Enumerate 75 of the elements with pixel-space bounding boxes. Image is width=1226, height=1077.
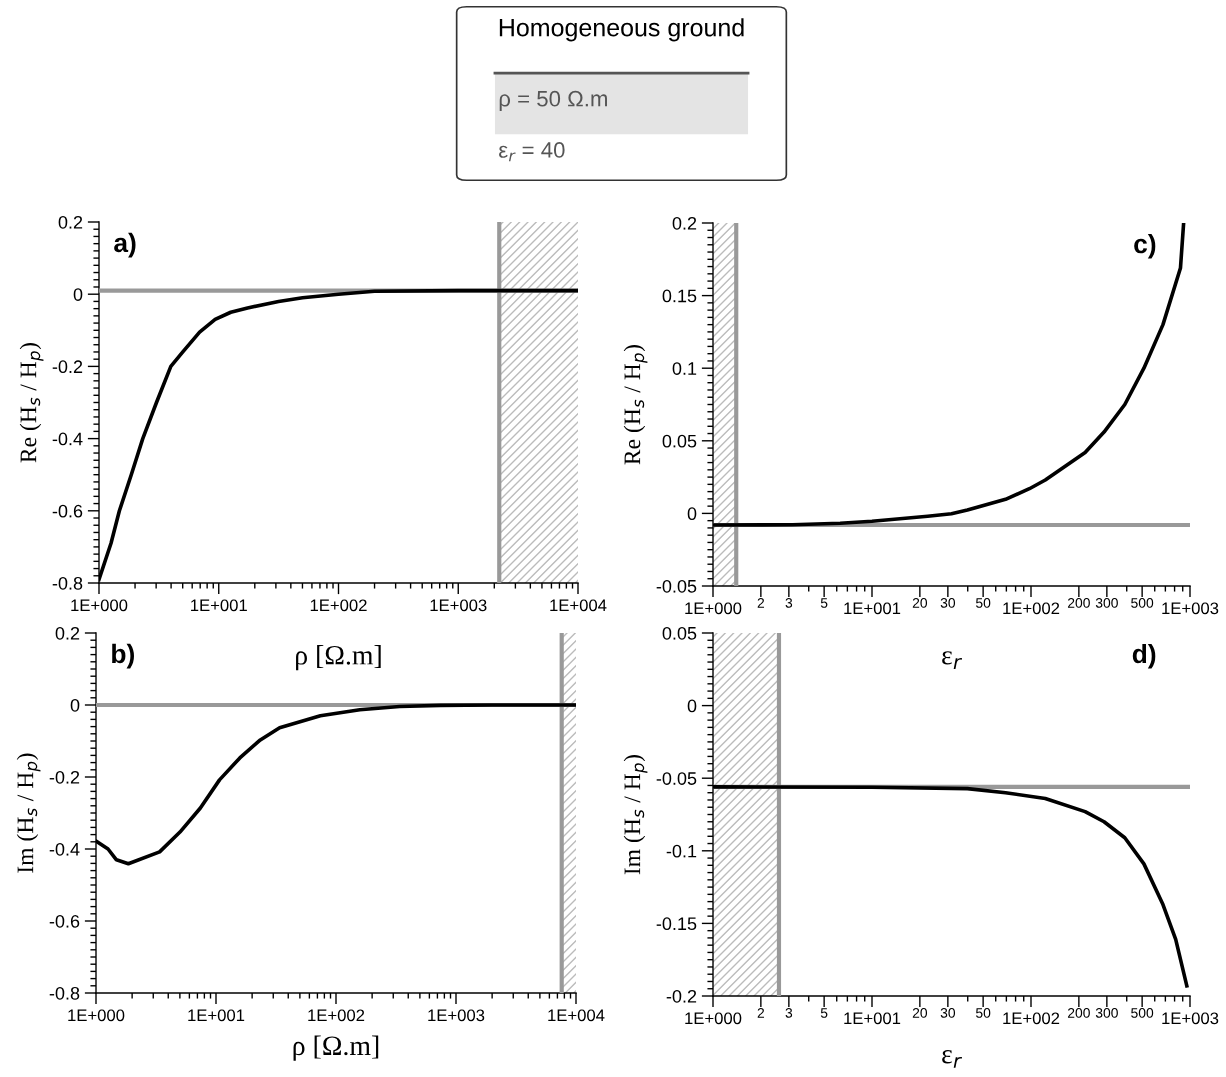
x-tick-label: 1E+003 (430, 599, 487, 612)
x-tick-label: 1E+003 (428, 1009, 485, 1022)
x-tick-label: 500 (1131, 597, 1154, 608)
x-tick-label: 300 (1095, 1007, 1118, 1018)
x-tick-label: 1E+002 (1003, 602, 1060, 615)
text: ρ = 50 Ω.m (499, 90, 607, 111)
y-tick-label: 0 (687, 699, 697, 713)
y-tick-label: -0.2 (666, 989, 697, 1003)
x-tick-label: 3 (785, 1007, 793, 1018)
y-tick-label: 0 (73, 288, 83, 301)
y-axis-title: Im (H$_{s}$ / H$_{p}$) (623, 755, 648, 875)
x-tick-label: 1E+004 (548, 1009, 605, 1022)
y-tick-label: -0.4 (52, 432, 83, 446)
x-tick-label: 200 (1067, 1007, 1090, 1018)
y-tick-label: -0.2 (49, 770, 80, 784)
y-tick-label: 0.15 (662, 289, 697, 303)
x-axis-title: ρ [Ω.m] (296, 645, 381, 671)
y-tick-label: -0.8 (52, 576, 83, 590)
y-tick-label: -0.6 (52, 504, 83, 518)
x-tick-label: 20 (912, 597, 928, 608)
x-tick-label: 3 (785, 597, 793, 608)
text: ε$_{r}$ = 40 (499, 142, 565, 162)
y-tick-label: -0.1 (666, 844, 697, 858)
x-tick-label: 300 (1095, 597, 1118, 608)
x-tick-label: 1E+001 (844, 602, 901, 615)
y-tick-label: -0.4 (49, 842, 80, 856)
x-tick-label: 1E+000 (685, 1012, 742, 1025)
x-tick-label: 2 (757, 597, 765, 608)
x-tick-label: 30 (940, 597, 956, 608)
x-tick-label: 1E+002 (308, 1009, 365, 1022)
y-tick-label: -0.6 (49, 914, 80, 928)
annotation: d) (1132, 643, 1156, 669)
annotation: c) (1134, 233, 1156, 259)
x-tick-label: 1E+003 (1162, 602, 1219, 615)
x-tick-label: 50 (975, 1007, 991, 1018)
y-tick-label: 0.2 (55, 626, 80, 640)
x-tick-label: 5 (820, 1008, 828, 1018)
x-axis-title: ρ [Ω.m] (293, 1035, 379, 1061)
x-tick-label: 1E+000 (71, 599, 128, 612)
y-axis-title: Re (H$_{s}$ / H$_{p}$) (623, 345, 648, 465)
x-tick-label: 1E+001 (191, 599, 247, 612)
y-axis-title: Re (H$_{s}$ / H$_{p}$) (19, 343, 44, 463)
x-tick-label: 1E+003 (1162, 1012, 1219, 1025)
x-tick-label: 200 (1067, 597, 1090, 608)
x-axis-title: ε$_{r}$ (942, 651, 963, 669)
y-tick-label: -0.15 (656, 917, 697, 931)
y-tick-label: 0.2 (672, 216, 697, 230)
annotation: a) (114, 232, 136, 258)
y-axis-title: Im (H$_{s}$ / H$_{p}$) (16, 753, 41, 873)
y-tick-label: -0.05 (656, 772, 697, 785)
x-tick-label: 2 (757, 1007, 765, 1018)
x-tick-label: 20 (912, 1007, 928, 1018)
y-tick-label: -0.8 (49, 986, 80, 1000)
x-tick-label: 1E+002 (310, 599, 367, 612)
y-tick-label: -0.05 (656, 579, 697, 593)
x-tick-label: 500 (1131, 1007, 1154, 1018)
x-tick-label: 1E+001 (188, 1009, 245, 1022)
x-tick-label: 1E+000 (685, 602, 742, 615)
x-tick-label: 30 (940, 1007, 956, 1018)
y-tick-label: 0.05 (662, 434, 697, 448)
x-tick-label: 50 (975, 597, 991, 608)
x-tick-label: 1E+000 (68, 1009, 125, 1022)
y-tick-label: 0.1 (672, 362, 697, 375)
text: Homogeneous ground (499, 18, 744, 42)
x-axis-title: ε$_{r}$ (942, 1050, 963, 1068)
annotation: b) (112, 643, 134, 669)
y-tick-label: 0 (687, 507, 697, 521)
x-tick-label: 1E+004 (550, 599, 607, 612)
x-tick-label: 1E+001 (844, 1012, 901, 1025)
x-tick-label: 1E+002 (1003, 1012, 1060, 1025)
y-tick-label: 0 (70, 698, 80, 712)
y-tick-label: 0.05 (662, 626, 697, 640)
y-tick-label: 0.2 (58, 215, 83, 229)
x-tick-label: 5 (820, 598, 828, 608)
y-tick-label: -0.2 (52, 360, 83, 374)
